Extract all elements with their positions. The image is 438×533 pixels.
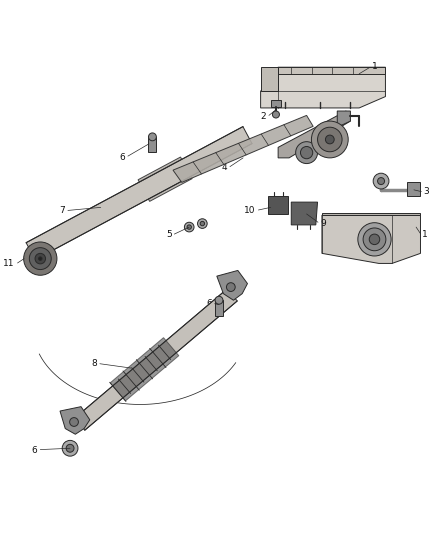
Circle shape	[200, 221, 205, 226]
Polygon shape	[337, 111, 350, 127]
Polygon shape	[278, 67, 385, 74]
Text: 10: 10	[244, 206, 255, 215]
Circle shape	[300, 147, 313, 159]
Polygon shape	[261, 67, 278, 91]
Circle shape	[24, 242, 57, 275]
Polygon shape	[291, 202, 318, 225]
Circle shape	[272, 111, 279, 118]
Polygon shape	[148, 137, 156, 152]
Polygon shape	[173, 115, 313, 182]
Text: 1: 1	[422, 230, 427, 239]
Text: 4: 4	[221, 163, 227, 172]
Polygon shape	[215, 300, 223, 316]
Text: 6: 6	[32, 446, 37, 455]
Circle shape	[318, 127, 342, 152]
Circle shape	[29, 248, 51, 270]
Circle shape	[215, 296, 223, 304]
Text: 9: 9	[321, 219, 326, 228]
Polygon shape	[138, 157, 192, 201]
Circle shape	[325, 135, 334, 144]
Polygon shape	[74, 289, 237, 430]
Text: 8: 8	[91, 359, 97, 368]
Circle shape	[66, 445, 74, 452]
Circle shape	[62, 440, 78, 456]
Circle shape	[378, 177, 385, 184]
Text: 5: 5	[166, 230, 172, 239]
Circle shape	[363, 228, 386, 251]
Circle shape	[373, 173, 389, 189]
Circle shape	[70, 418, 78, 426]
Text: 6: 6	[206, 299, 212, 308]
Circle shape	[148, 133, 156, 141]
Circle shape	[198, 219, 207, 229]
Polygon shape	[322, 215, 420, 263]
Circle shape	[358, 223, 391, 256]
Polygon shape	[322, 213, 420, 215]
Circle shape	[296, 142, 318, 164]
Circle shape	[311, 121, 348, 158]
Polygon shape	[110, 337, 179, 401]
Polygon shape	[26, 127, 252, 260]
Text: 3: 3	[423, 187, 429, 196]
Circle shape	[184, 222, 194, 232]
Text: 1: 1	[372, 62, 378, 71]
Polygon shape	[268, 197, 288, 214]
Text: 7: 7	[59, 206, 65, 215]
Polygon shape	[407, 182, 420, 197]
Polygon shape	[217, 270, 247, 300]
Text: 2: 2	[261, 112, 266, 121]
Text: 11: 11	[4, 260, 15, 269]
Text: 6: 6	[119, 152, 125, 161]
Polygon shape	[60, 407, 90, 434]
Circle shape	[187, 225, 191, 229]
Circle shape	[35, 253, 46, 264]
Circle shape	[39, 257, 42, 260]
Circle shape	[369, 234, 380, 245]
Circle shape	[226, 282, 235, 292]
Polygon shape	[271, 101, 281, 107]
Polygon shape	[261, 67, 385, 108]
Polygon shape	[278, 111, 350, 158]
